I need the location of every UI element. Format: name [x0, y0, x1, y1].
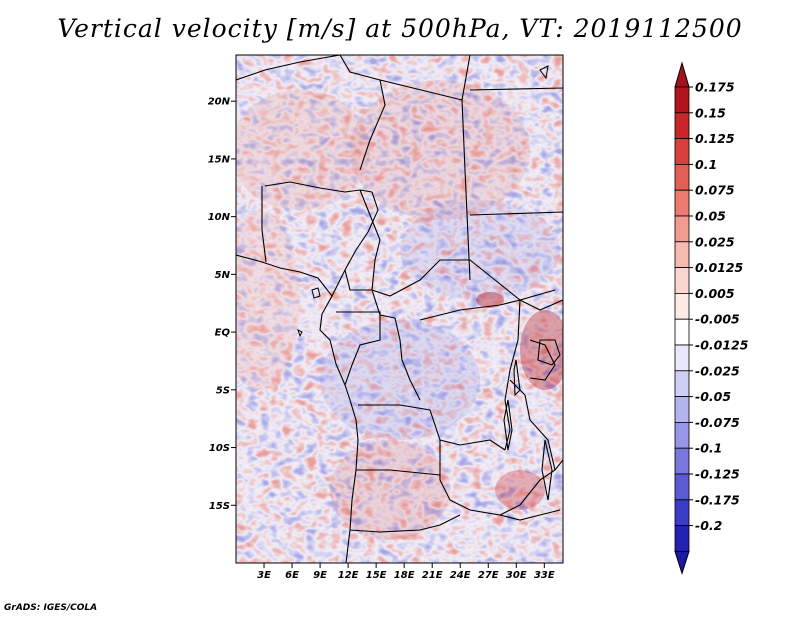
colorbar-swatch	[674, 241, 690, 269]
colorbar-swatch	[674, 525, 690, 552]
colorbar-label: 0.025	[695, 234, 735, 249]
lon-tick-label: 9E	[313, 570, 327, 581]
colorbar-swatch	[674, 267, 690, 294]
colorbar-label: -0.125	[695, 467, 740, 482]
lat-tick-label: 10N	[208, 212, 231, 223]
colorbar-swatch	[674, 396, 690, 423]
colorbar-swatch	[674, 473, 690, 501]
lon-tick-label: 15E	[366, 570, 387, 581]
lon-tick-label: 27E	[478, 570, 499, 581]
colorbar-bottom-arrow	[674, 550, 690, 576]
colorbar-swatch	[674, 344, 690, 372]
grads-credit: GrADS: IGES/COLA	[4, 603, 98, 613]
map-title: Vertical velocity [m/s] at 500hPa, VT: 2…	[57, 14, 743, 43]
colorbar-swatch	[674, 138, 690, 165]
colorbar-label: 0.0125	[695, 260, 744, 275]
colorbar-label: 0.15	[695, 105, 726, 120]
colorbar-swatch	[674, 370, 690, 397]
lon-tick-label: 24E	[450, 570, 471, 581]
colorbar: 0.175 0.15 0.125 0.1 0.075 0.05 0.025 0.0125 0.0…	[674, 61, 749, 576]
islands	[297, 65, 549, 338]
lon-tick-label: 12E	[338, 570, 359, 581]
lat-tick-label: 10S	[209, 443, 230, 454]
map-frame	[235, 54, 564, 564]
colorbar-label: -0.1	[695, 441, 722, 456]
lon-tick-label: 21E	[422, 570, 443, 581]
colorbar-label: -0.075	[695, 415, 740, 430]
lon-tick-label: 3E	[257, 570, 271, 581]
lat-tick-label: 5N	[215, 270, 231, 281]
lat-tick-label: 5S	[216, 385, 230, 396]
lat-tick-label: EQ	[215, 328, 231, 339]
colorbar-label: 0.125	[695, 131, 735, 146]
colorbar-swatch	[674, 163, 690, 191]
colorbar-label: -0.0125	[695, 338, 749, 353]
lon-tick-label: 33E	[534, 570, 555, 581]
velocity-field	[236, 55, 563, 563]
colorbar-label: 0.1	[695, 157, 717, 172]
lon-tick-label: 6E	[285, 570, 299, 581]
colorbar-swatch	[674, 421, 690, 449]
colorbar-swatch	[674, 292, 690, 320]
lon-tick-label: 18E	[394, 570, 415, 581]
lat-tick-label: 20N	[208, 97, 231, 108]
colorbar-swatch	[674, 112, 690, 140]
colorbar-top-arrow	[674, 61, 690, 88]
colorbar-label: -0.2	[695, 518, 722, 533]
colorbar-label: -0.175	[695, 492, 740, 507]
colorbar-swatch	[674, 189, 690, 217]
colorbar-swatch	[674, 318, 690, 346]
colorbar-label: -0.005	[695, 312, 740, 327]
latitude-axis: 20N 15N 10N 5N EQ 5S 10S 15S	[208, 97, 236, 512]
country-boundaries	[236, 55, 563, 563]
longitude-axis: 3E 6E 9E 12E 15E 18E 21E 24E 27E 30E 33E	[257, 563, 555, 581]
colorbar-label: 0.005	[695, 286, 735, 301]
colorbar-swatch	[674, 215, 690, 243]
colorbar-label: 0.05	[695, 209, 726, 224]
colorbar-swatch	[674, 447, 690, 475]
colorbar-swatch	[674, 86, 690, 114]
lon-tick-label: 30E	[506, 570, 527, 581]
lat-tick-label: 15N	[208, 154, 231, 165]
colorbar-label: -0.05	[695, 389, 731, 404]
colorbar-label: 0.075	[695, 183, 735, 198]
colorbar-swatch	[674, 499, 690, 526]
lat-tick-label: 15S	[209, 501, 230, 512]
colorbar-label: 0.175	[695, 80, 735, 95]
colorbar-label: -0.025	[695, 363, 740, 378]
